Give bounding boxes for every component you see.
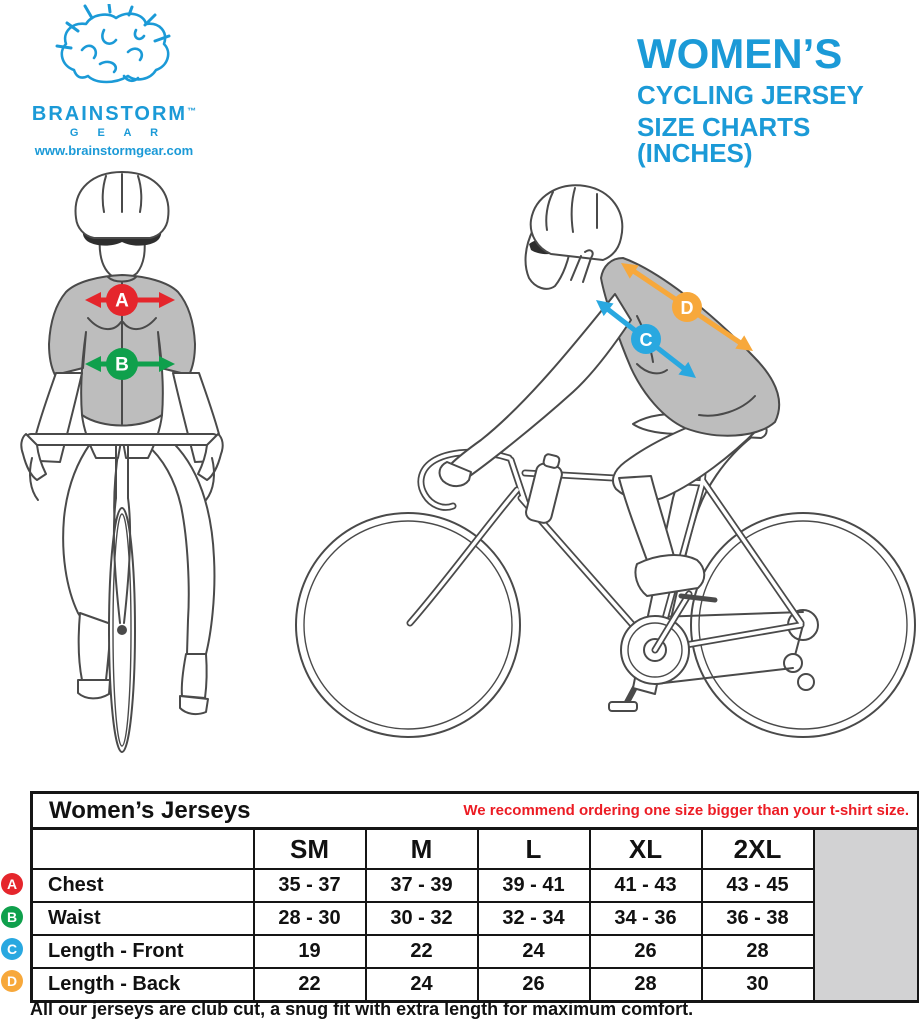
- col-header-m: M: [364, 827, 479, 870]
- water-bottle: [525, 453, 563, 524]
- brain-logo-icon: [55, 4, 171, 84]
- row-badge-b: B: [1, 906, 23, 928]
- measure-arrow-length-back: D: [621, 263, 753, 351]
- cell-waist-2xl: 36 - 38: [700, 901, 815, 936]
- cyclist-side-view-illustration: D C: [295, 184, 916, 738]
- size-recommendation-note: We recommend ordering one size bigger th…: [463, 802, 910, 819]
- cell-lf-sm: 19: [252, 934, 367, 969]
- cell-lb-m: 24: [364, 967, 479, 1003]
- marker-badge-a: [106, 284, 138, 316]
- cell-chest-xl: 41 - 43: [588, 868, 703, 903]
- size-header-row: SM M L XL 2XL: [30, 827, 919, 1003]
- col-header-sm: SM: [252, 827, 367, 870]
- cell-lf-xl: 26: [588, 934, 703, 969]
- measure-arrow-waist: B: [85, 348, 175, 380]
- row-label: Length - Back: [30, 967, 255, 1003]
- trademark-symbol: ™: [187, 106, 197, 116]
- empty-gray-column: [812, 827, 919, 1003]
- cell-chest-sm: 35 - 37: [252, 868, 367, 903]
- cell-waist-sm: 28 - 30: [252, 901, 367, 936]
- marker-badge-c: [631, 324, 661, 354]
- cell-lb-l: 26: [476, 967, 591, 1003]
- cell-waist-m: 30 - 32: [364, 901, 479, 936]
- row-label: Chest: [30, 868, 255, 903]
- col-header-xl: XL: [588, 827, 703, 870]
- cell-lb-sm: 22: [252, 967, 367, 1003]
- page-title: WOMEN’S CYCLING JERSEY SIZE CHARTS (INCH…: [637, 30, 919, 168]
- measure-arrow-chest: A: [85, 284, 175, 316]
- col-header-2xl: 2XL: [700, 827, 815, 870]
- cell-lf-m: 22: [364, 934, 479, 969]
- table-row-waist: Waist 28 - 30 30 - 32 32 - 34 34 - 36 36…: [30, 901, 919, 936]
- row-badge-c: C: [1, 938, 23, 960]
- col-header-l: L: [476, 827, 591, 870]
- cell-waist-l: 32 - 34: [476, 901, 591, 936]
- row-badge-d: D: [1, 970, 23, 992]
- marker-badge-b: [106, 348, 138, 380]
- cell-chest-l: 39 - 41: [476, 868, 591, 903]
- table-row-length-front: Length - Front 19 22 24 26 28: [30, 934, 919, 969]
- brand-logo: BRAINSTORM™ G E A R www.brainstormgear.c…: [26, 4, 202, 158]
- cycling-shoe: [634, 554, 706, 597]
- cell-lf-l: 24: [476, 934, 591, 969]
- row-label: Waist: [30, 901, 255, 936]
- brand-url: www.brainstormgear.com: [34, 143, 194, 158]
- empty-corner-cell: [30, 827, 255, 870]
- brand-name: BRAINSTORM™: [31, 103, 197, 125]
- cell-waist-xl: 34 - 36: [588, 901, 703, 936]
- table-header: Women’s Jerseys We recommend ordering on…: [30, 791, 919, 830]
- cell-lf-2xl: 28: [700, 934, 815, 969]
- table-row-length-back: Length - Back 22 24 26 28 30: [30, 967, 919, 1003]
- svg-text:B: B: [115, 355, 129, 376]
- title-line-1: WOMEN’S: [637, 30, 843, 77]
- cell-chest-m: 37 - 39: [364, 868, 479, 903]
- helmet-side: [529, 184, 624, 261]
- svg-text:C: C: [640, 330, 653, 350]
- cell-lb-xl: 28: [588, 967, 703, 1003]
- svg-text:A: A: [115, 291, 129, 312]
- jersey-side: [600, 257, 781, 437]
- row-label: Length - Front: [30, 934, 255, 969]
- title-line-3: SIZE CHARTS (INCHES): [637, 112, 811, 168]
- svg-text:D: D: [681, 298, 694, 318]
- marker-badge-d: [672, 292, 702, 322]
- cyclist-front-view-illustration: A B: [20, 171, 224, 753]
- table-row-chest: Chest 35 - 37 37 - 39 39 - 41 41 - 43 43…: [30, 868, 919, 903]
- title-line-2: CYCLING JERSEY: [637, 80, 864, 110]
- brand-sub: G E A R: [69, 127, 167, 139]
- table-title: Women’s Jerseys: [49, 796, 251, 824]
- cell-chest-2xl: 43 - 45: [700, 868, 815, 903]
- fit-note: All our jerseys are club cut, a snug fit…: [30, 999, 694, 1019]
- size-chart-table: Women’s Jerseys We recommend ordering on…: [30, 791, 919, 1003]
- row-badge-a: A: [1, 873, 23, 895]
- measure-arrow-length-front: C: [596, 300, 696, 378]
- cell-lb-2xl: 30: [700, 967, 815, 1003]
